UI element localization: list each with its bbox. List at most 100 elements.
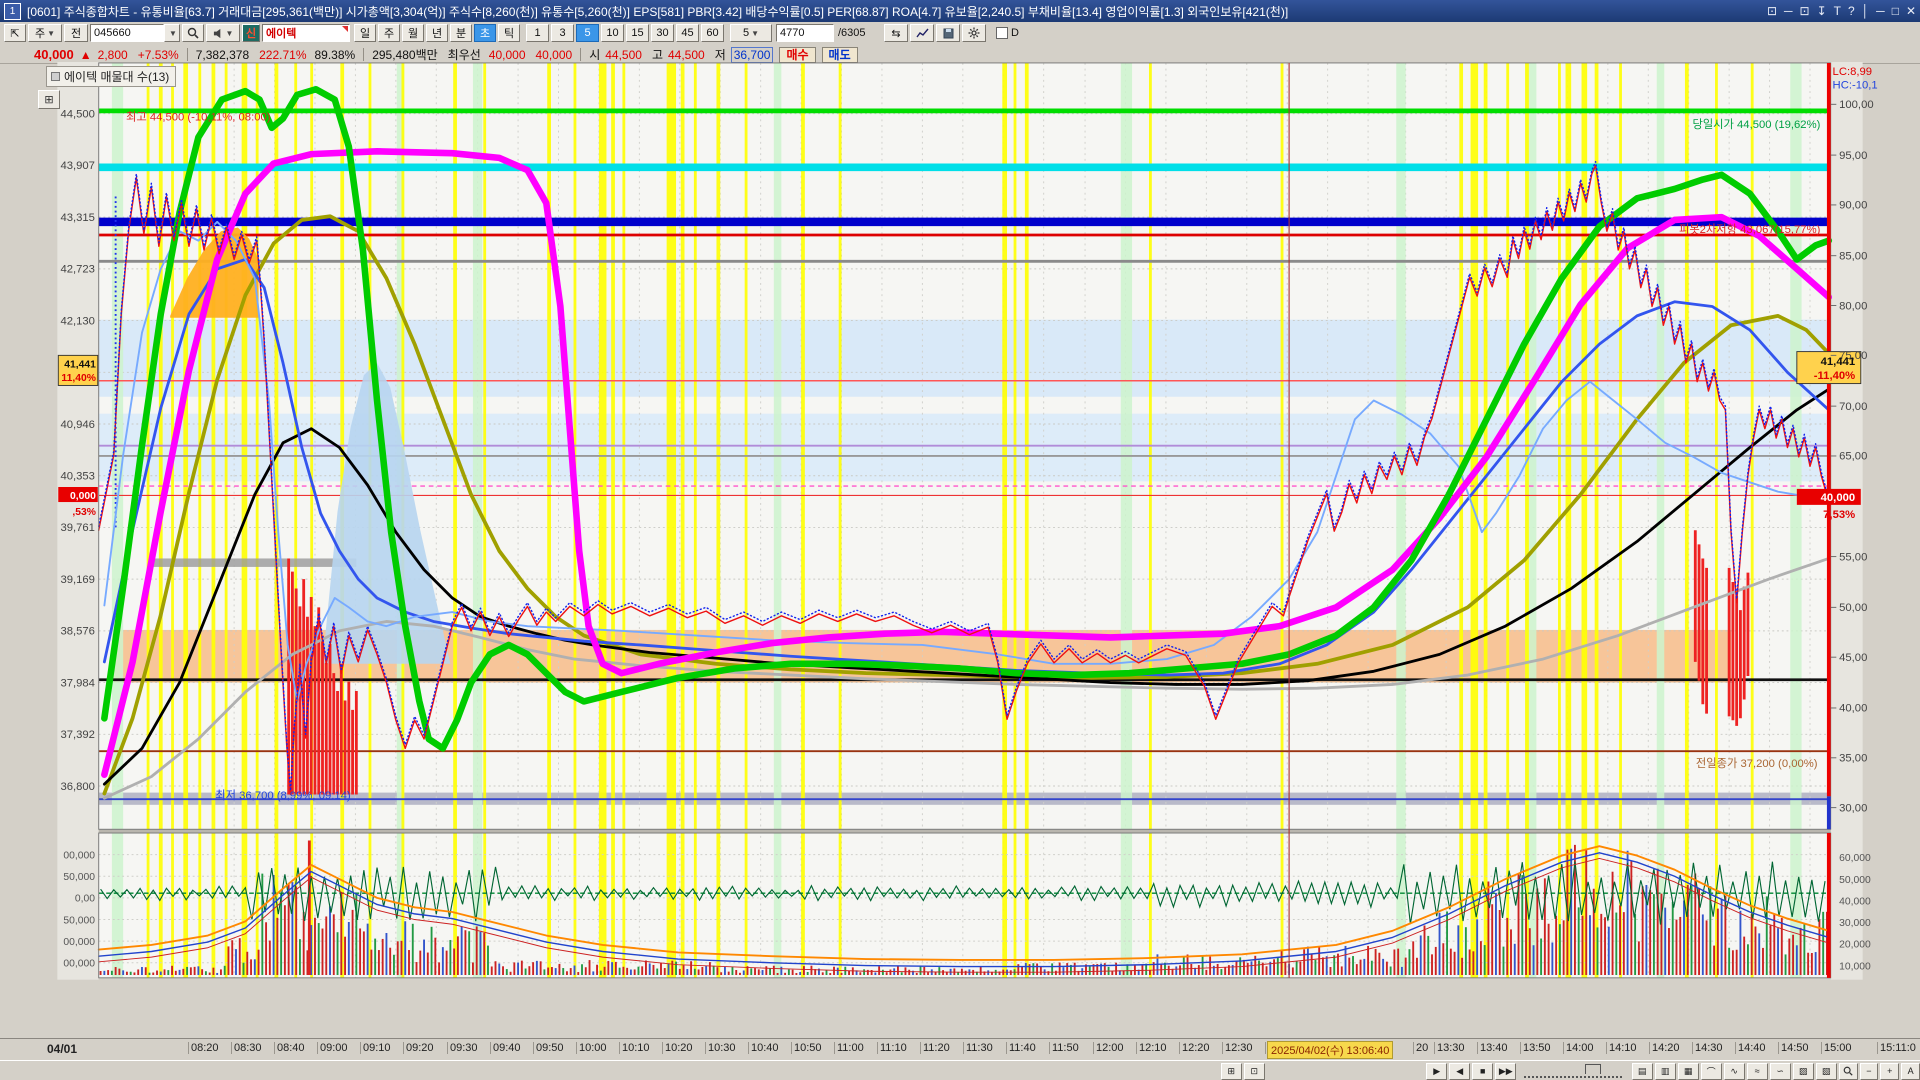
interval-button-30[interactable]: 30: [651, 24, 674, 42]
time-tick-label: 11:40: [1006, 1042, 1036, 1054]
svg-text:10,000: 10,000: [1839, 961, 1871, 972]
time-tick-label: 12:10: [1136, 1042, 1167, 1054]
sell-button[interactable]: 매도: [821, 46, 858, 63]
sub-interval-dropdown[interactable]: 5 ▼: [730, 24, 772, 42]
chart-canvas[interactable]: 44,500 43,907 43,315 42,723 42,130 40,946 40,3…: [0, 62, 1920, 1038]
volume-ratio: 222.71%: [259, 47, 307, 62]
best-bid: 40,000: [488, 47, 526, 62]
time-tick-label: 10:00: [576, 1042, 607, 1054]
window-control-icon[interactable]: □: [1891, 4, 1899, 18]
window-control-icon[interactable]: ✕: [1905, 4, 1916, 18]
window-control-icon[interactable]: ⊡: [1799, 4, 1810, 18]
drawing-tool-icons[interactable]: ⌒ ∿ ≈ ∽ ▨ ▧: [1699, 1062, 1837, 1080]
time-tick-label: 14:00: [1563, 1042, 1594, 1054]
nav-button[interactable]: ▶▶: [1495, 1062, 1517, 1080]
layout-icon[interactable]: ▤: [1631, 1062, 1653, 1080]
svg-text:39,169: 39,169: [60, 574, 94, 586]
buy-button[interactable]: 매수: [779, 46, 816, 63]
d-checkbox[interactable]: D: [996, 27, 1019, 39]
interval-button-1[interactable]: 1: [526, 24, 549, 42]
new-stock-flag: 신: [242, 24, 260, 42]
window-controls[interactable]: ⊡ ─ ⊡ ↧ T? │ ─ □ ✕: [1767, 4, 1916, 18]
settings-gear-icon[interactable]: [962, 24, 986, 42]
window-control-icon[interactable]: T: [1833, 4, 1841, 18]
interval-button-5[interactable]: 5: [576, 24, 599, 42]
zoom-out-button[interactable]: −: [1859, 1062, 1879, 1080]
window-control-icon[interactable]: │: [1861, 4, 1870, 18]
chart-mode-icon[interactable]: ⊞: [1220, 1062, 1242, 1080]
window-control-icon[interactable]: ↧: [1816, 4, 1827, 18]
time-tick-label: 09:30: [447, 1042, 478, 1054]
save-icon[interactable]: [936, 24, 960, 42]
alert-triangle-icon: [342, 26, 348, 32]
interval-button-3[interactable]: 3: [551, 24, 574, 42]
draw-tool-icon[interactable]: ▧: [1815, 1062, 1837, 1080]
time-tick-label: 14:30: [1692, 1042, 1723, 1054]
window-tool-icons[interactable]: ▤ ▥ ▦: [1630, 1062, 1699, 1080]
zoom-in-button[interactable]: +: [1880, 1062, 1900, 1080]
period-button-초[interactable]: 초: [474, 24, 496, 42]
period-button-분[interactable]: 분: [450, 24, 472, 42]
period-button-월[interactable]: 월: [402, 24, 424, 42]
chart-toolbar: ⇱ 주 ▼ 전 045660 ▼ ▼ 신 에이텍 5 ▼ 4770 /6305 ⇆ …: [0, 22, 1920, 47]
slider-handle[interactable]: [1584, 1064, 1601, 1074]
draw-tool-icon[interactable]: ⌒: [1700, 1062, 1722, 1080]
nav-button[interactable]: ◀: [1449, 1062, 1471, 1080]
magnifier-icon[interactable]: [1838, 1062, 1858, 1080]
svg-text:50,000: 50,000: [63, 872, 95, 883]
window-control-icon[interactable]: ⊡: [1766, 4, 1777, 18]
window-select-icon[interactable]: ⇱: [4, 24, 26, 42]
time-tick-label: 13:50: [1520, 1042, 1551, 1054]
open-label: 시: [589, 48, 601, 62]
font-size-button[interactable]: A: [1901, 1062, 1920, 1080]
time-tick-label: 20: [1413, 1042, 1428, 1054]
stock-type-dropdown[interactable]: 주 ▼: [28, 24, 62, 42]
grid-toggle-icon[interactable]: ⊞: [38, 90, 60, 109]
time-tick-label: 11:10: [877, 1042, 907, 1054]
layout-icon[interactable]: ▦: [1677, 1062, 1699, 1080]
time-tick-label: 14:40: [1735, 1042, 1766, 1054]
sound-dropdown[interactable]: ▼: [206, 24, 240, 42]
chart-mode-icon[interactable]: ⊡: [1243, 1062, 1265, 1080]
window-control-icon[interactable]: ?: [1847, 4, 1855, 18]
stock-name-field[interactable]: 에이텍: [262, 24, 350, 42]
period-button-년[interactable]: 년: [426, 24, 448, 42]
status-left-icons[interactable]: ⊞ ⊡: [1219, 1062, 1265, 1080]
time-tick-label: 11:00: [834, 1042, 864, 1054]
chart-nav-buttons[interactable]: ▶ ◀ ■ ▶▶: [1424, 1062, 1517, 1080]
svg-text:60,000: 60,000: [1839, 853, 1871, 864]
svg-text:50,000: 50,000: [1839, 875, 1871, 886]
draw-tool-icon[interactable]: ∽: [1769, 1062, 1791, 1080]
window-control-icon[interactable]: ─: [1876, 4, 1885, 18]
nav-button[interactable]: ■: [1472, 1062, 1494, 1080]
interval-button-60[interactable]: 60: [701, 24, 724, 42]
svg-text:85,00: 85,00: [1839, 250, 1867, 262]
stock-code-input[interactable]: 045660: [90, 24, 164, 42]
code-dropdown-icon[interactable]: ▼: [164, 24, 180, 42]
interval-button-45[interactable]: 45: [676, 24, 699, 42]
prev-stock-button[interactable]: 전: [64, 24, 88, 42]
period-button-틱[interactable]: 틱: [498, 24, 520, 42]
draw-tool-icon[interactable]: ≈: [1746, 1062, 1768, 1080]
time-tick-label: 08:30: [231, 1042, 262, 1054]
period-button-주[interactable]: 주: [378, 24, 400, 42]
zoom-slider[interactable]: [1524, 1064, 1622, 1078]
nav-button[interactable]: ▶: [1426, 1062, 1448, 1080]
indicator-legend[interactable]: 에이텍 매물대 수(13): [46, 66, 177, 87]
period-button-일[interactable]: 일: [354, 24, 376, 42]
draw-tool-icon[interactable]: ▨: [1792, 1062, 1814, 1080]
chart-style-icon[interactable]: [910, 24, 934, 42]
interval-button-15[interactable]: 15: [626, 24, 649, 42]
window-control-icon[interactable]: ─: [1784, 4, 1793, 18]
scroll-arrows-icon[interactable]: ⇆: [884, 24, 908, 42]
svg-text:75,00: 75,00: [1839, 350, 1867, 362]
bar-count-input[interactable]: 4770: [776, 24, 834, 42]
low-price: 36,700: [730, 46, 774, 63]
draw-tool-icon[interactable]: ∿: [1723, 1062, 1745, 1080]
volume-value: 7,382,378: [195, 47, 250, 62]
title-bar[interactable]: 1 [0601] 주식종합차트 - 유통비율[63.7] 거래대금[295,36…: [0, 0, 1920, 22]
layout-icon[interactable]: ▥: [1654, 1062, 1676, 1080]
interval-button-10[interactable]: 10: [601, 24, 624, 42]
svg-text:,53%: ,53%: [72, 507, 96, 518]
search-icon[interactable]: [182, 24, 204, 42]
